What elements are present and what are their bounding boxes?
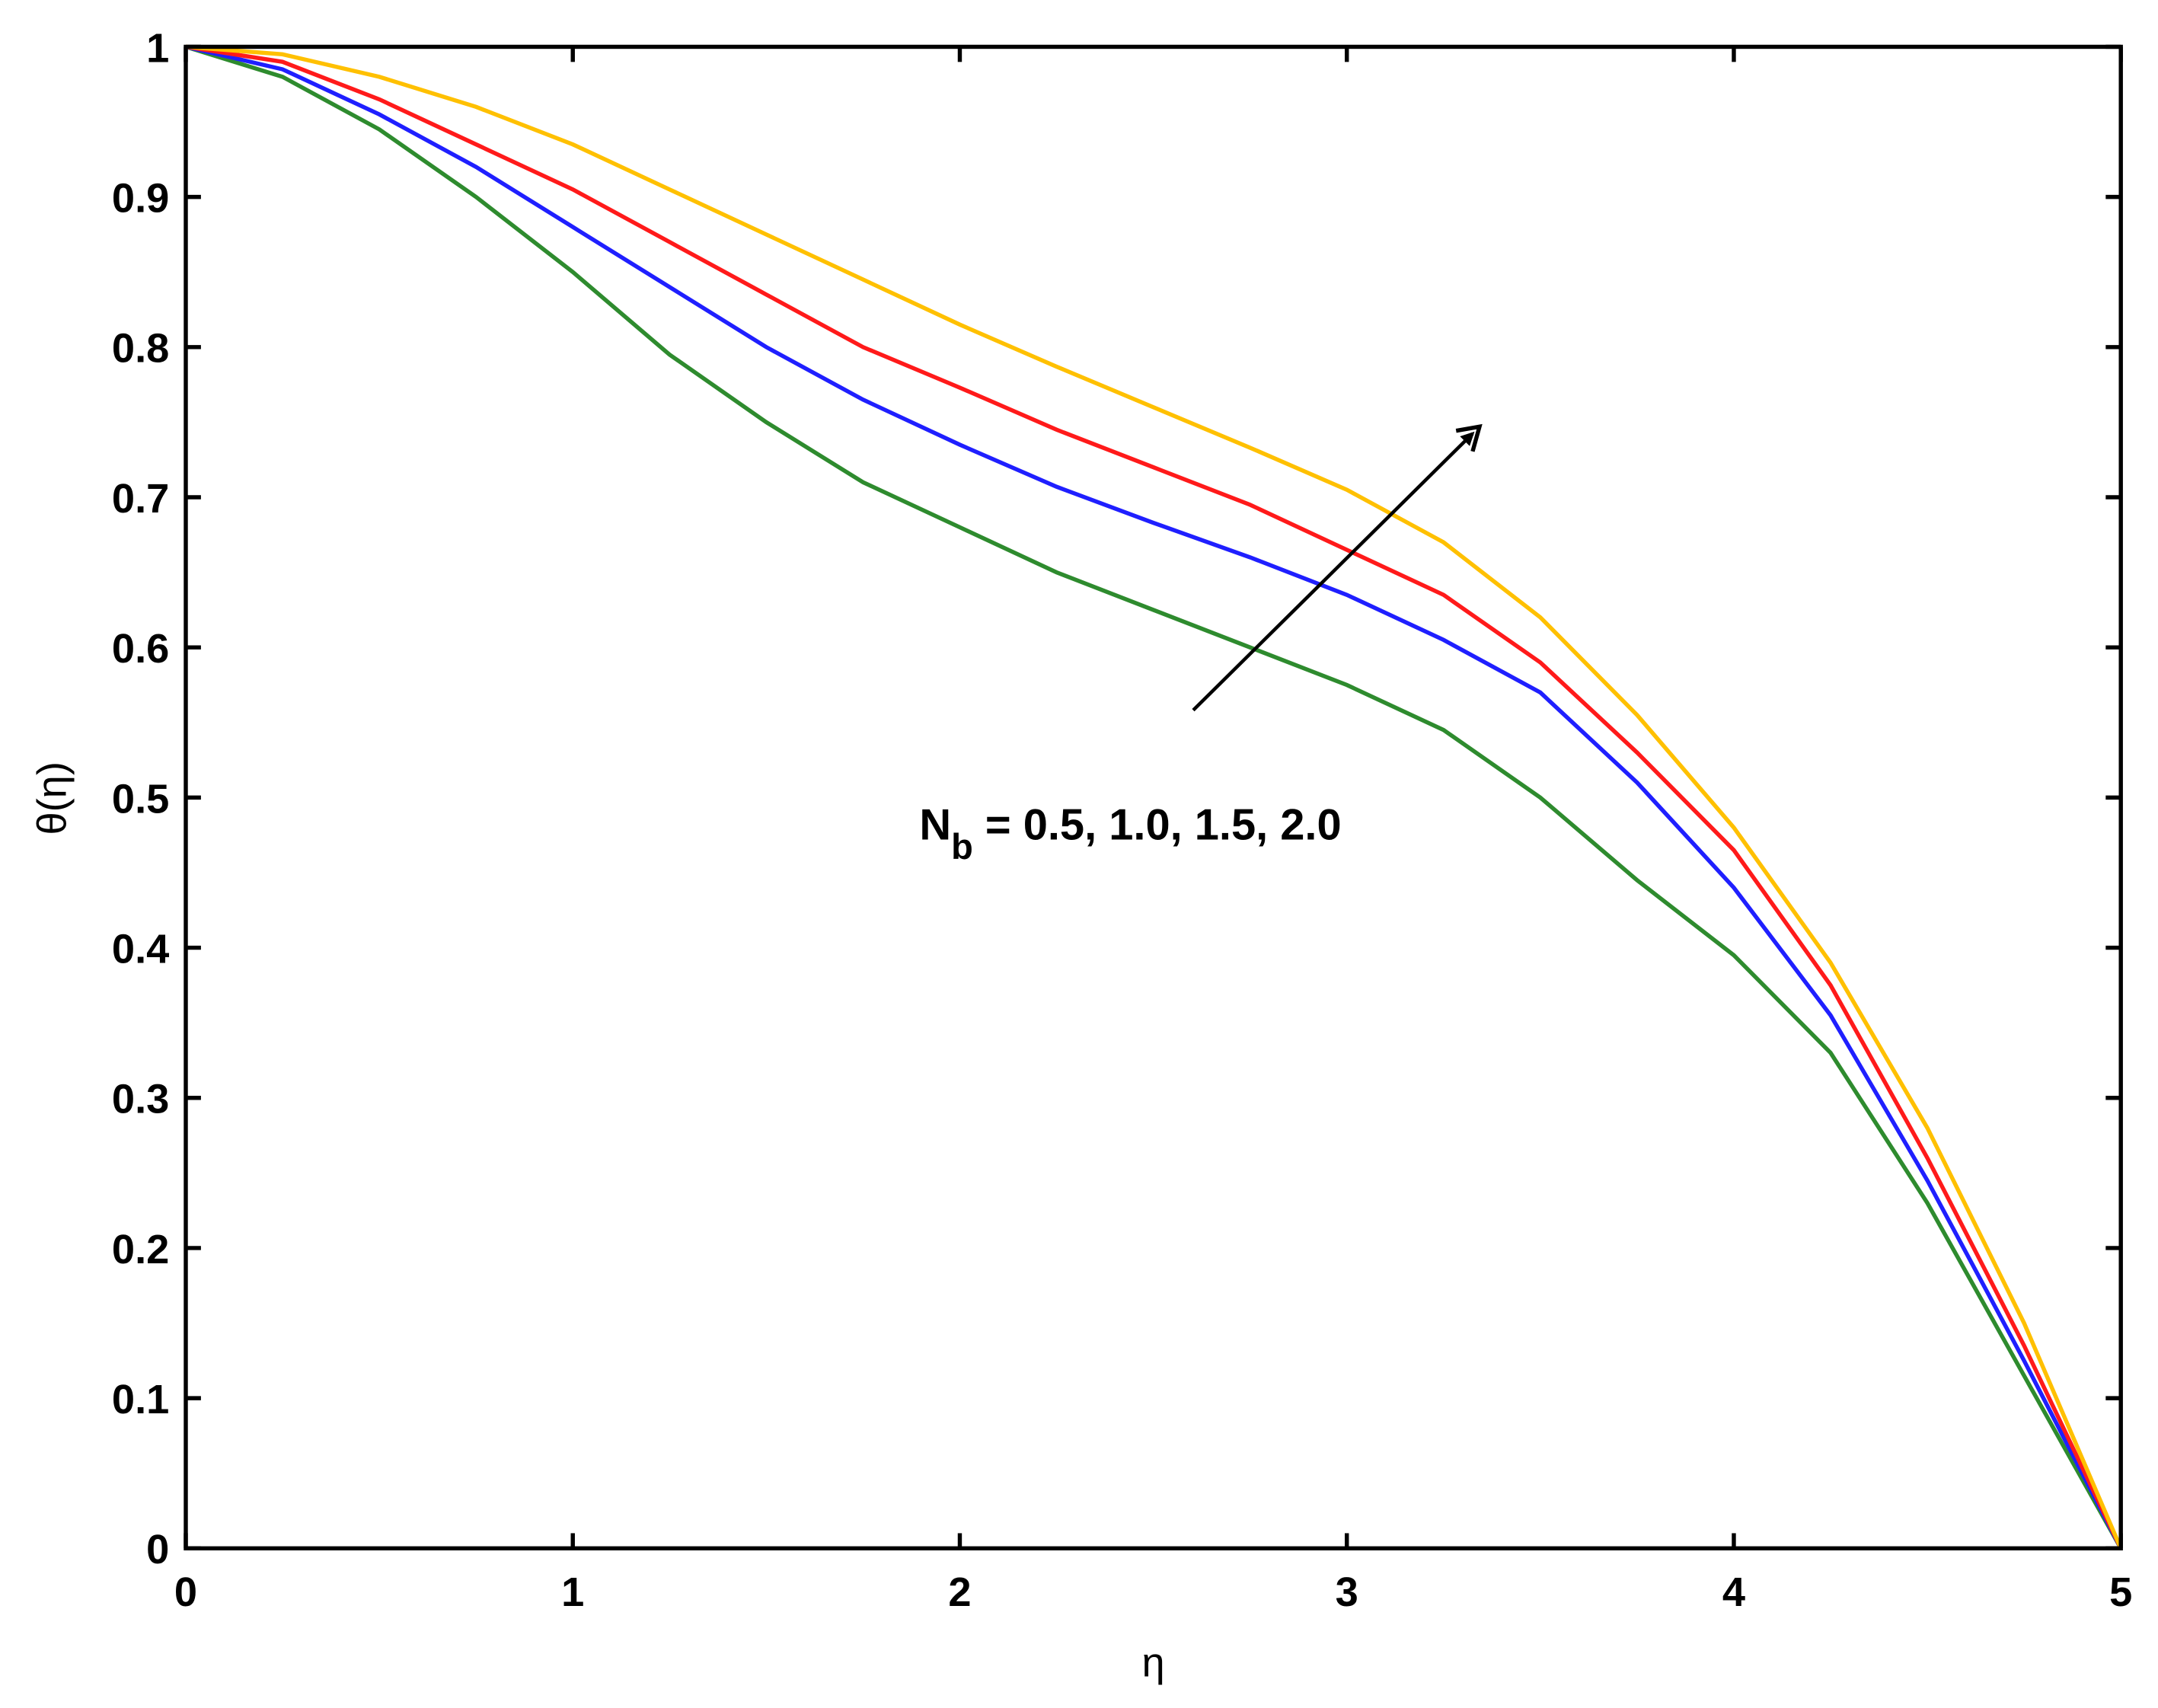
x-tick-label: 1 [561,1569,584,1615]
y-tick-label: 0.1 [112,1377,169,1422]
annotation-text: = 0.5, 1.0, 1.5, 2.0 [973,801,1342,850]
y-tick-label: 0.7 [112,476,169,522]
x-tick-label: 0 [174,1569,197,1615]
y-tick-label: 1 [146,25,169,71]
arrow-head [1455,423,1483,452]
y-tick-label: 0.4 [112,926,169,972]
y-tick-label: 0.6 [112,626,169,672]
y-axis-label: θ(η) [30,761,75,835]
x-tick-label: 4 [1722,1569,1745,1615]
y-tick-label: 0 [146,1527,169,1572]
y-tick-label: 0.9 [112,176,169,222]
annotation-symbol: N [919,801,951,850]
y-tick-label: 0.2 [112,1227,169,1272]
arrow [1192,431,1475,712]
series-line [185,44,2123,1550]
y-tick-label: 0.5 [112,776,169,822]
plot-area: 0 0.1 0.2 0.3 0.4 0.5 0.6 0.7 0.8 0.9 1 0 1 2 3 4 5 [112,25,2132,1615]
axes-frame [184,44,2123,1551]
series-line [185,44,2123,1550]
series-line [185,44,2123,1550]
x-tick-label: 5 [2109,1569,2132,1615]
series-line [185,44,2123,1550]
y-tick-label: 0.8 [112,326,169,372]
annotation: Nb = 0.5, 1.0, 1.5, 2.0 [919,801,1341,867]
x-axis-label: η [1142,1639,1165,1685]
annotation-subscript: b [951,826,973,867]
x-tick-label: 3 [1336,1569,1358,1615]
y-tick-label: 0.3 [112,1077,169,1122]
x-tick-label: 2 [948,1569,971,1615]
